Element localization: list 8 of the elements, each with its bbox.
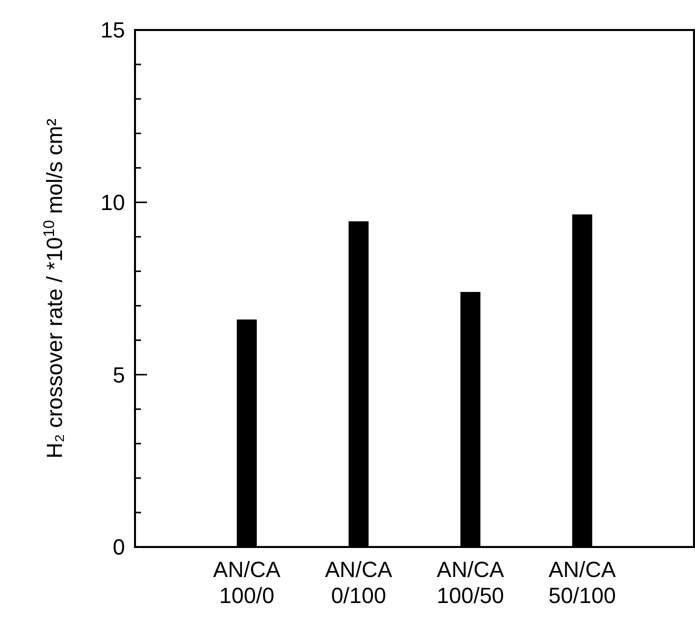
x-tick-label: AN/CA 50/100 <box>548 557 616 608</box>
y-tick-label: 5 <box>112 362 125 388</box>
y-tick-label: 10 <box>100 190 125 216</box>
x-tick-label: AN/CA 100/50 <box>436 557 504 608</box>
x-tick-label: AN/CA 100/0 <box>213 557 281 608</box>
y-tick-label: 15 <box>100 18 125 43</box>
x-tick-label: AN/CA 0/100 <box>324 557 393 608</box>
y-tick-label: 0 <box>112 534 125 560</box>
